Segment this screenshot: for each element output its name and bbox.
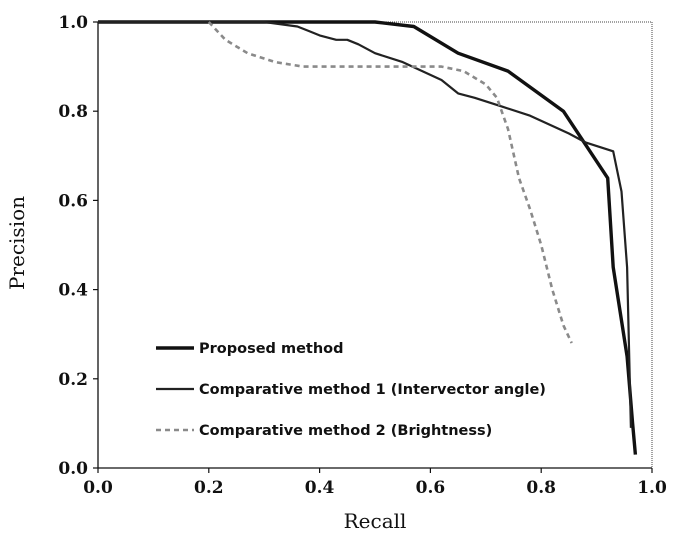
x-tick-label: 0.0 — [83, 478, 113, 498]
x-tick-label: 1.0 — [637, 478, 667, 498]
series-line-3 — [207, 21, 573, 344]
x-tick-label: 0.6 — [416, 478, 446, 498]
y-tick-label: 1.0 — [58, 13, 88, 33]
y-tick-label: 0.0 — [58, 459, 88, 479]
y-tick-label: 0.8 — [58, 102, 88, 122]
y-tick-label: 0.2 — [58, 370, 88, 390]
series-line-2 — [98, 20, 632, 428]
x-axis-label: Recall — [344, 509, 407, 533]
y-tick-label: 0.4 — [58, 281, 88, 301]
y-tick-label: 0.6 — [58, 191, 88, 211]
legend-label-1: Proposed method — [199, 341, 344, 357]
y-axis-label: Precision — [5, 196, 29, 290]
x-tick-label: 0.8 — [526, 478, 556, 498]
legend-label-2: Comparative method 1 (Intervector angle) — [199, 382, 546, 398]
x-tick-label: 0.4 — [305, 478, 335, 498]
x-tick-label: 0.2 — [194, 478, 224, 498]
legend-label-3: Comparative method 2 (Brightness) — [199, 423, 492, 439]
plot-border — [97, 21, 653, 469]
